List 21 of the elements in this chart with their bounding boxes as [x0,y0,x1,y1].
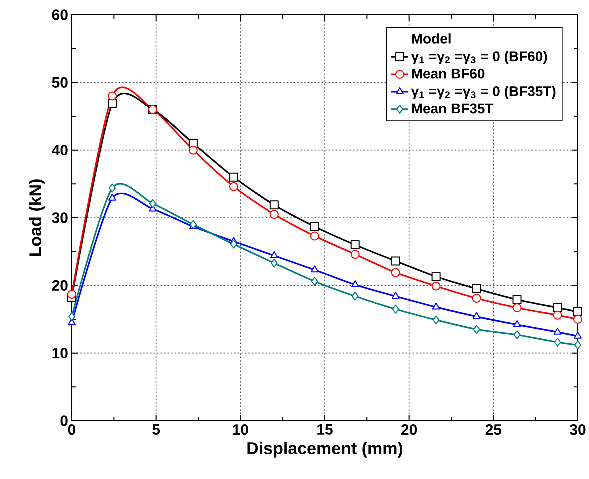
x-axis-title: Displacement (mm) [248,442,403,458]
y-tick-label: 60 [52,10,68,20]
x-tick-label: 20 [402,424,418,436]
x-tick-label: 30 [570,424,586,436]
x-tick-label: 5 [152,424,160,435]
legend-label: γ$_{1}$ =γ$_{2}$ =γ$_{3}$ = 0 (BF60) [411,51,548,64]
y-tick-label: 40 [52,145,68,156]
y-tick-label: 50 [52,77,68,88]
y-tick-label: 10 [52,348,68,359]
x-tick-label: 0 [68,424,76,436]
x-tick-label: 25 [486,424,502,436]
legend-label: Mean BF35T [412,104,494,114]
x-tick-label: 15 [318,424,333,435]
y-tick-label: 30 [52,212,68,224]
y-tick-label: 0 [60,416,68,426]
legend-title: Model [412,34,451,44]
legend-label: γ$_{1}$ =γ$_{2}$ =γ$_{3}$ = 0 (BF35T) [411,86,556,100]
y-tick-label: 20 [52,280,68,291]
y-axis-title: Load (kN) [29,180,45,256]
legend-label: Mean BF60 [412,68,485,79]
x-tick-label: 10 [233,424,248,436]
